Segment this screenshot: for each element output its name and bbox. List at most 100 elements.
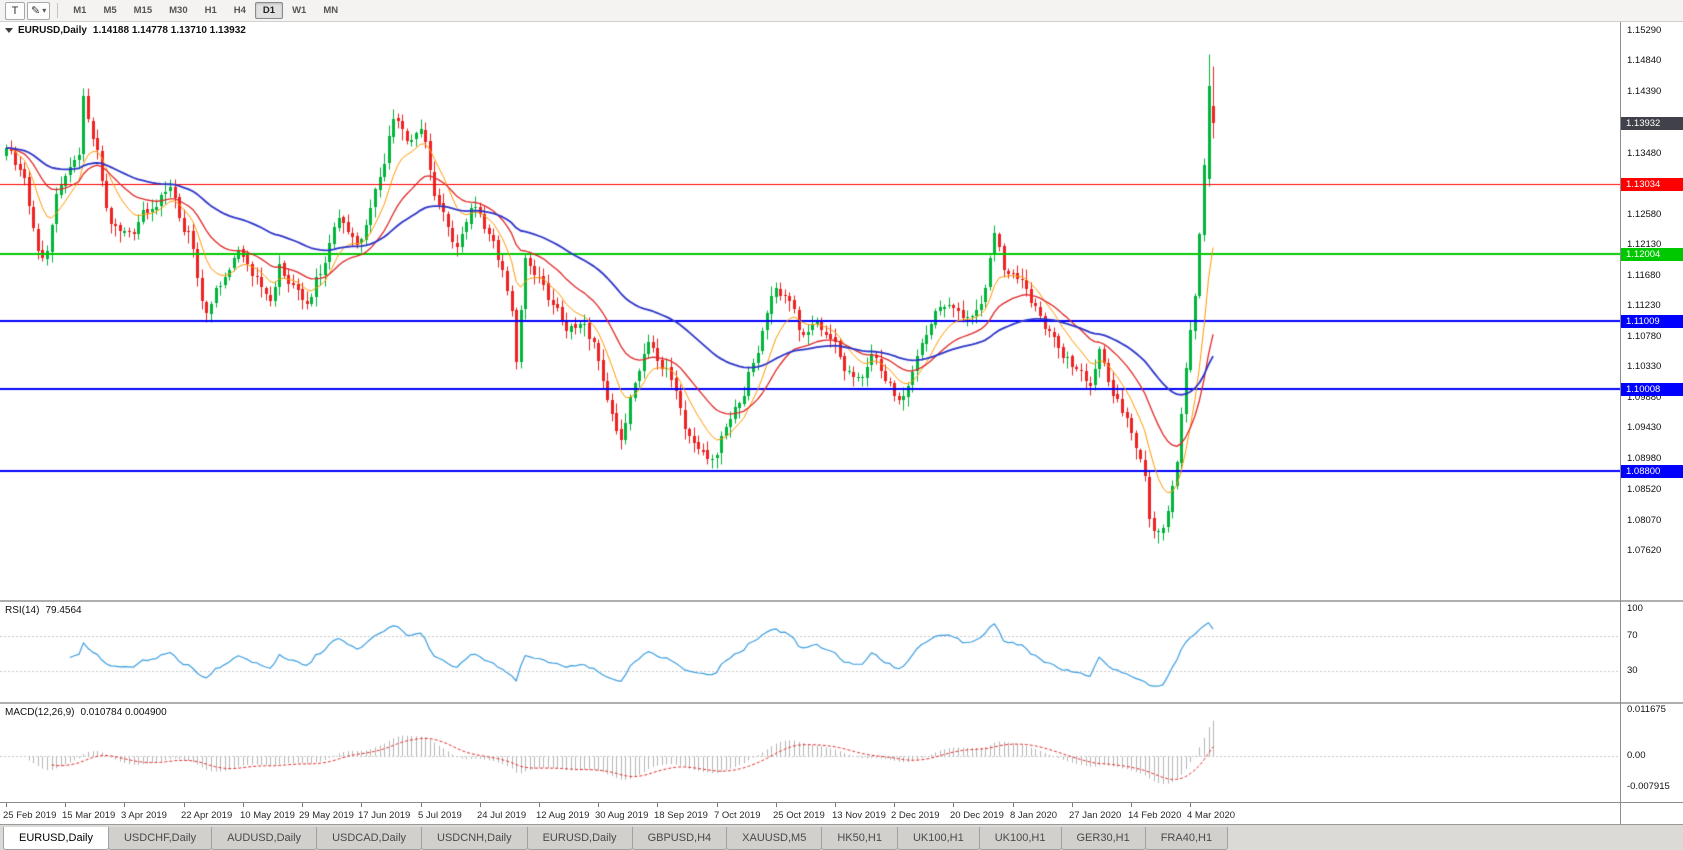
timeframe-button-d1[interactable]: D1 (254, 2, 284, 19)
date-tick (598, 803, 599, 807)
rsi-canvas[interactable] (0, 602, 1620, 702)
rsi-axis-label: 30 (1627, 665, 1638, 677)
chart-tab-7[interactable]: GBPUSD,H4 (631, 827, 728, 850)
date-label: 12 Aug 2019 (536, 810, 590, 821)
price-axis-label: 1.08980 (1627, 452, 1662, 464)
date-tick (480, 803, 481, 807)
date-tick (953, 803, 954, 807)
price-axis-label: 1.10330 (1627, 361, 1662, 373)
rsi-axis-label: 100 (1627, 603, 1643, 615)
chart-tool-button[interactable]: T (5, 1, 25, 20)
hline-price-badge[interactable]: 1.13034 (1621, 177, 1683, 191)
date-tick (1190, 803, 1191, 807)
timeframe-button-h4[interactable]: H4 (233, 5, 246, 16)
axis-panel-divider (1621, 702, 1683, 704)
tabbar-empty-space (1227, 827, 1683, 850)
price-axis-label: 1.10780 (1627, 330, 1662, 342)
text-tool-icon: T (11, 4, 19, 17)
price-axis-label: 1.08520 (1627, 484, 1662, 496)
chart-workspace: EURUSD,Daily 1.14188 1.14778 1.13710 1.1… (0, 22, 1683, 824)
toolbar-separator (57, 3, 59, 18)
date-label: 18 Sep 2019 (654, 810, 708, 821)
timeframe-button-mn[interactable]: MN (323, 5, 339, 16)
price-axis-label: 1.07620 (1627, 545, 1662, 557)
chart-tab-1[interactable]: EURUSD,Daily (3, 827, 109, 850)
chart-tab-12[interactable]: GER30,H1 (1060, 827, 1146, 850)
chart-tab-2[interactable]: USDCHF,Daily (107, 827, 213, 850)
rsi-axis-label: 70 (1627, 629, 1638, 641)
date-label: 5 Jul 2019 (418, 810, 462, 821)
price-axis-label: 1.15290 (1627, 24, 1662, 36)
chevron-down-icon: ▾ (42, 6, 47, 15)
rsi-panel: RSI(14) 79.4564 (0, 602, 1620, 702)
chart-tabs-bar: EURUSD,Daily USDCHF,Daily AUDUSD,Daily USDC… (0, 824, 1683, 850)
date-tick (717, 803, 718, 807)
macd-canvas[interactable] (0, 704, 1620, 802)
chart-tab-9[interactable]: HK50,H1 (821, 827, 898, 850)
macd-axis-label: 0.011675 (1627, 704, 1666, 716)
chart-tab-13[interactable]: FRA40,H1 (1144, 827, 1229, 850)
date-label: 3 Apr 2019 (121, 810, 167, 821)
date-label: 27 Jan 2020 (1069, 810, 1122, 821)
date-tick (1131, 803, 1132, 807)
top-toolbar: T ✎ ▾ M1 M5 M15 M30 H1 H4 D1 W1 MN (0, 0, 1683, 22)
chart-tab-5[interactable]: USDCNH,Daily (421, 827, 528, 850)
price-axis-label: 1.08070 (1627, 514, 1662, 526)
date-tick (361, 803, 362, 807)
date-label: 20 Dec 2019 (950, 810, 1004, 821)
chart-tab-6[interactable]: EURUSD,Daily (526, 827, 633, 850)
timeframe-button-m5[interactable]: M5 (103, 5, 117, 16)
price-axis-label: 1.13480 (1627, 147, 1662, 159)
date-label: 10 May 2019 (240, 810, 295, 821)
date-label: 13 Nov 2019 (832, 810, 886, 821)
hline-price-badge[interactable]: 1.12004 (1621, 247, 1683, 261)
date-label: 22 Apr 2019 (181, 810, 233, 821)
date-label: 2 Dec 2019 (891, 810, 940, 821)
current-price-badge: 1.13932 (1621, 116, 1683, 130)
chart-tab-8[interactable]: XAUUSD,M5 (726, 827, 823, 850)
price-axis-label: 1.11680 (1627, 269, 1661, 281)
date-tick (243, 803, 244, 807)
hline-price-badge[interactable]: 1.08800 (1621, 465, 1683, 479)
timeframe-buttons: M1 M5 M15 M30 H1 H4 D1 W1 MN (65, 2, 346, 19)
draw-tool-button[interactable]: ✎ ▾ (27, 1, 51, 20)
date-tick (1013, 803, 1014, 807)
panel-divider[interactable] (0, 600, 1620, 602)
chart-tab-10[interactable]: UK100,H1 (896, 827, 980, 850)
date-label: 14 Feb 2020 (1128, 810, 1182, 821)
date-tick (1072, 803, 1073, 807)
date-axis[interactable]: 25 Feb 2019 15 Mar 2019 3 Apr 2019 22 Apr 2… (0, 802, 1620, 824)
hline-price-badge[interactable]: 1.11009 (1621, 315, 1683, 329)
pencil-icon: ✎ (31, 5, 41, 17)
timeframe-button-m15[interactable]: M15 (133, 5, 153, 16)
hline-price-badge[interactable]: 1.10008 (1621, 383, 1683, 397)
date-tick (421, 803, 422, 807)
price-axis-label: 1.09880 (1627, 391, 1662, 403)
macd-axis-label: 0.00 (1627, 749, 1646, 761)
timeframe-button-m1[interactable]: M1 (73, 5, 87, 16)
price-axis-label: 1.14840 (1627, 55, 1662, 67)
date-label: 4 Mar 2020 (1187, 810, 1236, 821)
price-axis-label: 1.12130 (1627, 239, 1662, 251)
chart-tab-4[interactable]: USDCAD,Daily (316, 827, 423, 850)
timeframe-button-m30[interactable]: M30 (169, 5, 188, 16)
timeframe-button-h1[interactable]: H1 (204, 5, 217, 16)
date-tick (657, 803, 658, 807)
timeframe-button-w1[interactable]: W1 (292, 5, 307, 16)
date-label: 30 Aug 2019 (595, 810, 649, 821)
price-chart-canvas[interactable] (0, 22, 1620, 600)
date-tick (124, 803, 125, 807)
date-tick (835, 803, 836, 807)
panel-divider[interactable] (0, 702, 1620, 704)
axis-panel-divider (1621, 802, 1683, 803)
date-tick (184, 803, 185, 807)
date-label: 8 Jan 2020 (1010, 810, 1058, 821)
price-axis-label: 1.12580 (1627, 208, 1662, 220)
price-axis[interactable]: 1.15290 1.14840 1.14390 1.13480 1.12580 1.121… (1620, 22, 1683, 824)
chart-tab-3[interactable]: AUDUSD,Daily (211, 827, 318, 850)
date-label: 25 Oct 2019 (773, 810, 825, 821)
chart-tab-11[interactable]: UK100,H1 (978, 827, 1062, 850)
date-label: 25 Feb 2019 (3, 810, 57, 821)
date-tick (776, 803, 777, 807)
